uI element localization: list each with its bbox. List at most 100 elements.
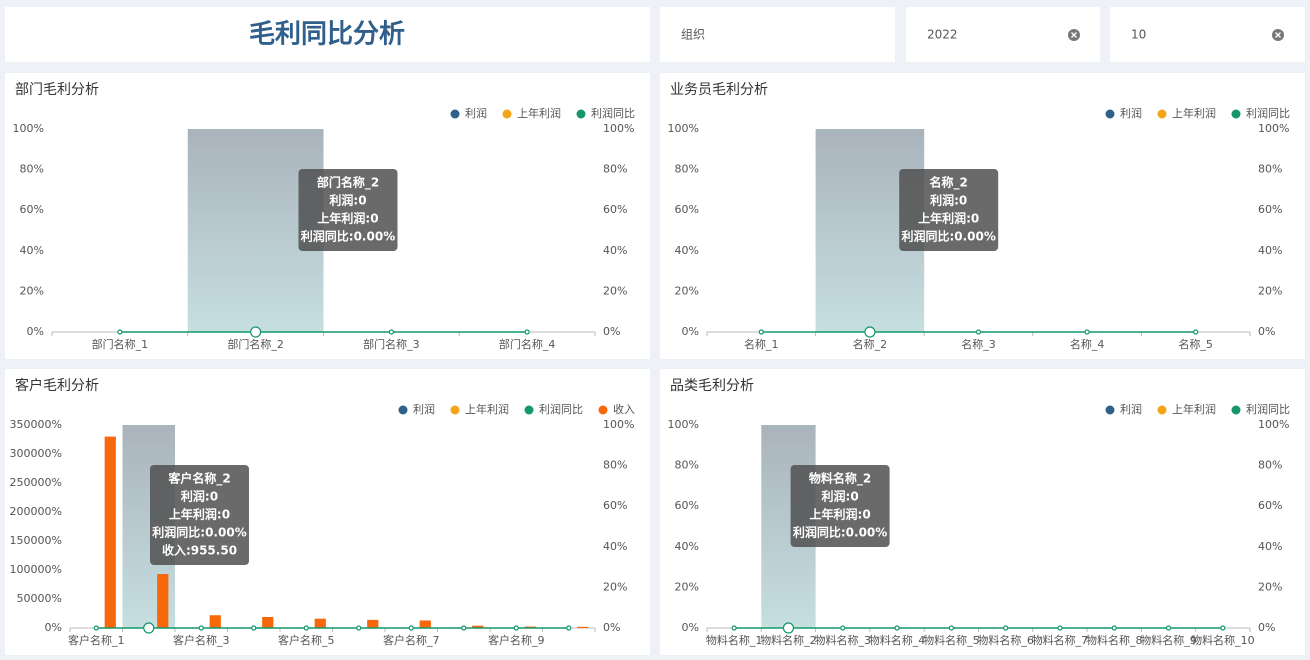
line-point [758,329,764,335]
tooltip [790,465,890,547]
line-point [388,329,394,335]
tooltip-line: 利润同比:0.00% [301,229,395,244]
y-tick-label: 40% [675,540,699,553]
line-point [1220,625,1226,631]
line-point [864,326,876,338]
tooltip-line: 上年利润:0 [317,211,378,226]
y-tick-label: 60% [20,203,44,216]
bar [157,574,169,628]
y2-tick-label: 40% [1258,244,1282,257]
y2-tick-label: 0% [603,621,620,634]
tooltip-line: 利润:0 [329,193,366,208]
y2-tick-label: 0% [603,325,620,338]
bar [314,618,326,628]
legend-label: 利润同比 [591,106,635,120]
y-tick-label: 60% [675,203,699,216]
y-tick-label: 200000% [10,505,62,518]
filter[interactable] [906,7,1100,62]
legend-label: 利润同比 [1246,106,1290,120]
legend-label: 利润 [1120,106,1142,120]
y2-tick-label: 60% [1258,203,1282,216]
line-point [975,329,982,335]
legend-marker [576,109,586,119]
y2-tick-label: 0% [1258,621,1275,634]
line-point [894,625,900,631]
filter-text: 组织 [681,28,705,42]
line-point [93,625,99,631]
line-point [948,625,954,631]
y-tick-label: 40% [675,244,699,257]
clear-icon-x [1275,32,1281,38]
chart-title: 业务员毛利分析 [670,82,768,98]
x-tick-label: 客户名称_5 [278,633,335,647]
legend-marker [598,405,608,415]
y2-tick-label: 100% [603,122,634,135]
x-tick-label: 物料名称_7 [1032,633,1089,647]
line-point [461,625,467,631]
legend-label: 上年利润 [465,402,509,416]
y2-tick-label: 60% [603,203,627,216]
filter-text: 2022 [927,28,958,42]
x-tick-label: 名称_2 [853,337,888,351]
x-tick-label: 部门名称_3 [363,337,420,351]
line-point [408,625,414,631]
legend-label: 利润 [1120,402,1142,416]
tooltip-line: 上年利润:0 [810,507,871,522]
line-point [356,625,362,631]
line-point [782,622,795,634]
y2-tick-label: 20% [603,580,627,593]
x-tick-label: 部门名称_2 [227,337,284,351]
y-tick-label: 20% [675,580,699,593]
y-tick-label: 100% [13,122,44,135]
line-point [1111,625,1117,631]
line-point [1084,329,1090,335]
line-point [1003,625,1009,631]
y-tick-label: 100% [668,418,699,431]
y2-tick-label: 40% [603,540,627,553]
x-tick-label: 名称_1 [744,337,779,351]
tooltip-line: 物料名称_2 [809,471,871,487]
x-tick-label: 名称_4 [1070,337,1105,351]
bar [104,436,116,628]
x-tick-label: 物料名称_9 [1140,633,1197,647]
tooltip-line: 客户名称_2 [167,471,230,487]
y-tick-label: 0% [45,621,62,634]
y-tick-label: 0% [682,325,699,338]
x-tick-label: 客户名称_3 [173,633,230,647]
x-tick-label: 物料名称_10 [1191,633,1255,647]
y2-tick-label: 80% [603,459,627,472]
y2-tick-label: 20% [1258,284,1282,297]
legend-label: 上年利润 [517,106,561,120]
x-tick-label: 物料名称_8 [1086,633,1143,647]
line-point [513,625,519,631]
tooltip-line: 名称_2 [930,175,968,191]
tooltip [899,169,999,251]
legend-marker [450,109,460,119]
tooltip [150,465,249,565]
y-tick-label: 150000% [10,534,62,547]
x-tick-label: 物料名称_2 [760,633,817,647]
legend-label: 上年利润 [1172,106,1216,120]
tooltip-line: 上年利润:0 [169,507,230,522]
bar [367,619,379,628]
tooltip-line: 利润同比:0.00% [152,525,246,540]
line-point [840,625,846,631]
legend-marker [1157,405,1167,415]
y-tick-label: 350000% [10,418,62,431]
legend-label: 收入 [613,402,635,416]
y-tick-label: 20% [20,284,44,297]
line-point [117,329,123,335]
y2-tick-label: 40% [603,244,627,257]
y-tick-label: 250000% [10,476,62,489]
y-tick-label: 100000% [10,563,62,576]
x-tick-label: 客户名称_9 [488,633,545,647]
filter[interactable] [660,7,895,62]
y-tick-label: 300000% [10,447,62,460]
y2-tick-label: 0% [1258,325,1275,338]
legend-marker [1157,109,1167,119]
bar [472,625,484,628]
y2-tick-label: 80% [603,163,627,176]
y-tick-label: 20% [675,284,699,297]
line-point [1193,329,1199,335]
legend-label: 利润 [413,402,435,416]
